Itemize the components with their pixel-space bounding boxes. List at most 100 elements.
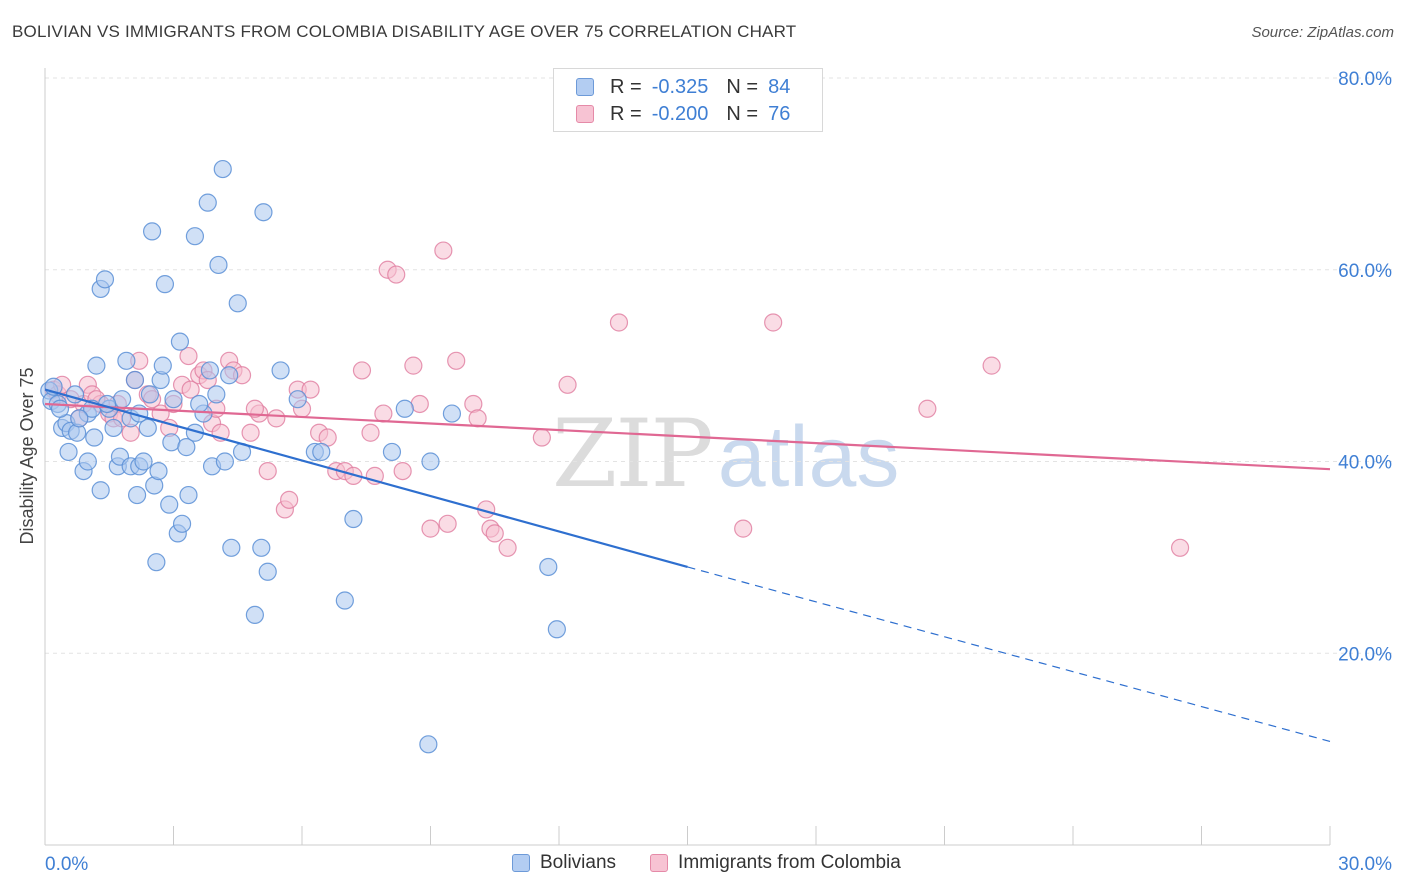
legend-n-value: 76: [768, 102, 791, 125]
colombia-point: [532, 428, 551, 447]
legend-label-colombia: Immigrants from Colombia: [678, 852, 901, 873]
colombia-point: [982, 356, 1001, 375]
bolivian-point: [147, 553, 166, 572]
bolivian-point: [179, 485, 198, 505]
bolivian-point: [59, 442, 78, 462]
y-axis-label: Disability Age Over 75: [17, 367, 37, 544]
bolivian-point: [142, 222, 162, 241]
y-tick-label: 80.0%: [1338, 69, 1392, 90]
bolivian-point: [162, 433, 181, 452]
tick-labels: 20.0% 40.0% 60.0% 80.0% 0.0% 30.0% Disability …: [17, 69, 1392, 875]
colombia-point: [344, 466, 363, 485]
bolivian-point: [127, 485, 147, 505]
colombia-point: [241, 423, 260, 442]
colombia-point: [387, 265, 406, 284]
colombia-point: [393, 461, 412, 481]
bolivian-trend-extrapolation: [687, 566, 1331, 743]
colombia-point: [498, 538, 517, 557]
colombia-point: [181, 380, 200, 399]
bolivian-point: [382, 442, 402, 462]
bolivian-point: [138, 418, 157, 438]
legend-r-value: -0.200: [651, 102, 709, 125]
bolivian-point: [547, 620, 566, 639]
bolivian-point: [85, 428, 104, 447]
colombia-point: [267, 409, 286, 428]
bolivian-point: [172, 514, 192, 533]
colombia-point: [764, 313, 783, 332]
bolivian-point: [421, 452, 440, 471]
bolivian-point: [220, 366, 239, 385]
legend-swatch-blue: [576, 78, 594, 96]
legend-n-label: N =: [726, 75, 759, 98]
legend-item-colombia[interactable]: Immigrants from Colombia: [650, 852, 901, 874]
colombia-point: [1170, 538, 1190, 557]
legend-item-bolivians[interactable]: Bolivians: [512, 852, 616, 874]
bolivian-point: [200, 361, 220, 380]
legend-n-label: N =: [726, 102, 759, 125]
bolivian-point: [153, 356, 172, 375]
bolivian-point: [395, 399, 414, 418]
bolivian-point: [335, 591, 354, 610]
colombia-point: [447, 351, 466, 370]
y-tick-label: 20.0%: [1338, 644, 1392, 665]
y-tick-label: 40.0%: [1338, 453, 1392, 474]
legend-row-bolivians: R = -0.325 N = 84: [576, 74, 790, 100]
bolivian-point: [419, 735, 438, 754]
bolivian-point: [288, 390, 307, 409]
bolivian-point: [112, 390, 132, 409]
bolivian-point: [104, 418, 123, 438]
bolivian-point: [170, 332, 190, 351]
bolivian-point: [95, 270, 115, 289]
bolivian-point: [190, 394, 209, 414]
series-bolivians-points: [40, 159, 566, 754]
bolivian-point: [177, 438, 196, 457]
bolivian-point: [78, 452, 97, 471]
chart-title: BOLIVIAN VS IMMIGRANTS FROM COLOMBIA DIS…: [12, 22, 797, 41]
colombia-point: [179, 346, 198, 366]
colombia-point: [352, 361, 372, 380]
bolivian-point: [539, 557, 558, 577]
bolivian-point: [252, 538, 271, 557]
bolivian-point: [207, 385, 226, 404]
bolivian-trend-line: [44, 388, 688, 569]
source-label: Source: ZipAtlas.com: [1251, 24, 1394, 41]
bolivian-point: [209, 255, 228, 275]
watermark-atlas: atlas: [717, 409, 900, 505]
trend-lines: [44, 388, 1331, 743]
bolivian-point: [215, 452, 234, 471]
legend-swatch-pink: [650, 854, 669, 872]
legend-r-label: R =: [610, 75, 642, 98]
legend-row-colombia: R = -0.200 N = 76: [576, 101, 790, 127]
bolivian-point: [87, 356, 106, 375]
x-tick-label: 30.0%: [1338, 854, 1392, 875]
bolivian-point: [70, 409, 89, 428]
bolivian-point: [442, 404, 462, 423]
colombia-point: [374, 404, 393, 423]
legend-r-label: R =: [610, 102, 642, 125]
colombia-point: [609, 313, 629, 332]
grid: [45, 77, 1392, 654]
colombia-point: [404, 356, 423, 375]
x-tick-label: 0.0%: [45, 854, 88, 875]
colombia-point: [280, 490, 299, 509]
y-tick-label: 60.0%: [1338, 261, 1392, 282]
colombia-point: [558, 375, 577, 394]
bolivian-point: [91, 481, 110, 500]
bolivian-point: [245, 605, 264, 625]
colombia-point: [245, 399, 264, 418]
bolivian-point: [228, 294, 247, 313]
axes: [44, 68, 1331, 846]
colombia-point: [301, 380, 320, 399]
colombia-point: [434, 241, 453, 260]
bolivian-point: [50, 399, 70, 418]
watermark: ZIPatlas: [552, 400, 899, 509]
bolivian-point: [164, 390, 183, 409]
bolivian-point: [134, 452, 153, 471]
bolivian-point: [258, 562, 277, 581]
colombia-point: [918, 399, 937, 418]
colombia-point: [410, 394, 429, 414]
bolivian-point: [117, 351, 136, 370]
colombia-point: [258, 461, 277, 481]
colombia-point: [361, 423, 380, 442]
